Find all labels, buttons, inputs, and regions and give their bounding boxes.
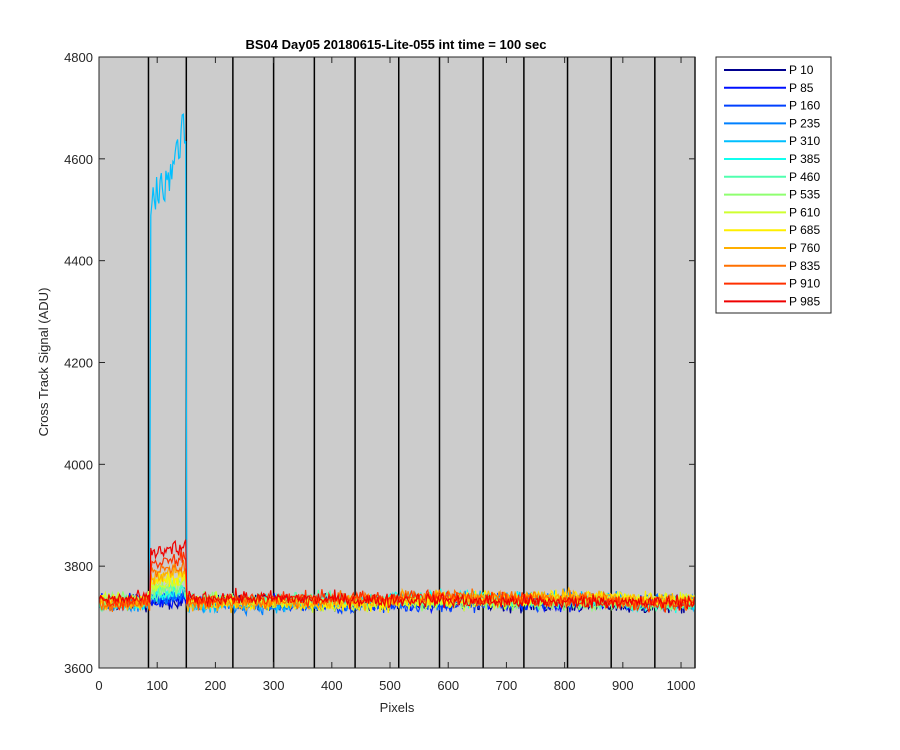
legend-label: P 460 bbox=[789, 170, 820, 184]
y-tick-label: 3800 bbox=[64, 559, 93, 574]
legend-label: P 760 bbox=[789, 241, 820, 255]
legend-label: P 235 bbox=[789, 116, 820, 130]
x-axis: 0 100 200 300 400 500 600 700 800 900 1000 bbox=[95, 57, 695, 693]
y-tick-label: 3600 bbox=[64, 661, 93, 676]
legend-label: P 310 bbox=[789, 134, 820, 148]
plot-area bbox=[99, 57, 695, 668]
legend-label: P 985 bbox=[789, 294, 820, 308]
y-tick-label: 4200 bbox=[64, 356, 93, 371]
x-tick-label: 400 bbox=[321, 678, 343, 693]
x-tick-label: 100 bbox=[146, 678, 168, 693]
legend-box bbox=[715, 56, 832, 314]
series-lines bbox=[99, 113, 695, 618]
y-axis: 3600 3800 4000 4200 4400 4600 4800 bbox=[64, 50, 695, 676]
legend-label: P 910 bbox=[789, 277, 820, 291]
legend-label: P 535 bbox=[789, 188, 820, 202]
legend: P 10 P 85 P 160 P 235 P 310 P 385 P 460 P 535 P … bbox=[715, 56, 832, 314]
series-line-p-985 bbox=[99, 539, 695, 611]
x-tick-label: 0 bbox=[95, 678, 102, 693]
y-tick-label: 4600 bbox=[64, 152, 93, 167]
legend-label: P 160 bbox=[789, 99, 820, 113]
legend-label: P 610 bbox=[789, 205, 820, 219]
x-tick-label: 800 bbox=[554, 678, 576, 693]
x-tick-label: 900 bbox=[612, 678, 634, 693]
legend-label: P 385 bbox=[789, 152, 820, 166]
y-tick-label: 4800 bbox=[64, 50, 93, 65]
legend-label: P 10 bbox=[789, 63, 814, 77]
y-axis-label: Cross Track Signal (ADU) bbox=[36, 288, 51, 437]
legend-label: P 685 bbox=[789, 223, 820, 237]
x-axis-label: Pixels bbox=[380, 700, 415, 715]
legend-label: P 85 bbox=[789, 81, 814, 95]
y-tick-label: 4000 bbox=[64, 457, 93, 472]
x-tick-label: 600 bbox=[437, 678, 459, 693]
x-tick-label: 700 bbox=[496, 678, 518, 693]
y-tick-label: 4400 bbox=[64, 254, 93, 269]
x-tick-label: 1000 bbox=[667, 678, 696, 693]
chart-title: BS04 Day05 20180615-Lite-055 int time = … bbox=[246, 37, 547, 52]
legend-label: P 835 bbox=[789, 259, 820, 273]
x-tick-label: 500 bbox=[379, 678, 401, 693]
x-tick-label: 200 bbox=[205, 678, 227, 693]
x-tick-label: 300 bbox=[263, 678, 285, 693]
